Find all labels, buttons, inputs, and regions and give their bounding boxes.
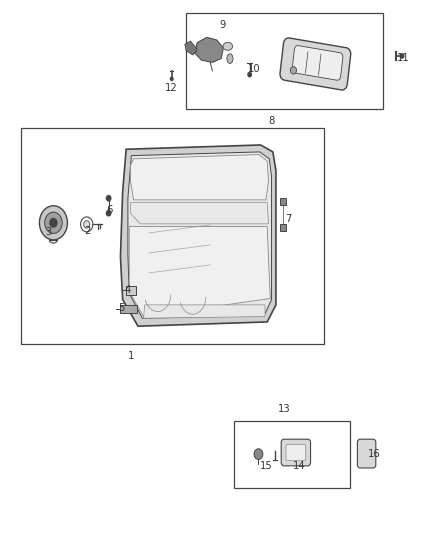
Bar <box>280 224 286 231</box>
Circle shape <box>45 212 62 233</box>
Circle shape <box>290 67 297 74</box>
Bar <box>186 13 383 109</box>
Polygon shape <box>280 38 351 90</box>
Text: 12: 12 <box>164 83 177 93</box>
Bar <box>21 128 324 344</box>
Bar <box>120 305 137 313</box>
Polygon shape <box>131 155 268 200</box>
Circle shape <box>400 54 404 58</box>
Polygon shape <box>131 203 268 224</box>
Bar <box>126 286 136 295</box>
Text: 14: 14 <box>293 461 305 471</box>
Polygon shape <box>128 152 272 318</box>
Circle shape <box>106 196 111 201</box>
Text: 9: 9 <box>219 20 226 30</box>
Text: 16: 16 <box>368 449 381 459</box>
FancyBboxPatch shape <box>357 439 376 468</box>
Circle shape <box>248 72 251 77</box>
Circle shape <box>39 206 67 240</box>
Text: 4: 4 <box>125 285 131 295</box>
Polygon shape <box>140 227 177 251</box>
FancyBboxPatch shape <box>286 445 306 461</box>
Text: 15: 15 <box>259 461 272 471</box>
Polygon shape <box>292 46 343 80</box>
Text: 2: 2 <box>85 226 91 236</box>
Circle shape <box>254 449 263 459</box>
FancyBboxPatch shape <box>281 439 311 466</box>
Polygon shape <box>185 41 197 55</box>
Text: 13: 13 <box>278 403 290 414</box>
Text: 5: 5 <box>118 303 125 313</box>
Circle shape <box>106 211 111 216</box>
Text: 3: 3 <box>45 227 51 237</box>
Ellipse shape <box>227 54 233 63</box>
Text: 1: 1 <box>128 351 134 361</box>
Circle shape <box>84 221 90 228</box>
Polygon shape <box>129 227 270 317</box>
Bar <box>280 198 286 205</box>
Text: 11: 11 <box>396 53 409 62</box>
Text: 8: 8 <box>268 116 275 126</box>
Ellipse shape <box>223 43 233 51</box>
Circle shape <box>50 219 57 227</box>
Bar <box>234 421 350 488</box>
Text: 10: 10 <box>248 64 260 74</box>
Polygon shape <box>144 305 265 318</box>
Text: 6: 6 <box>106 205 113 215</box>
Circle shape <box>81 217 93 232</box>
Polygon shape <box>120 145 276 326</box>
Circle shape <box>170 77 173 80</box>
Text: 7: 7 <box>285 214 291 223</box>
Polygon shape <box>195 37 223 62</box>
